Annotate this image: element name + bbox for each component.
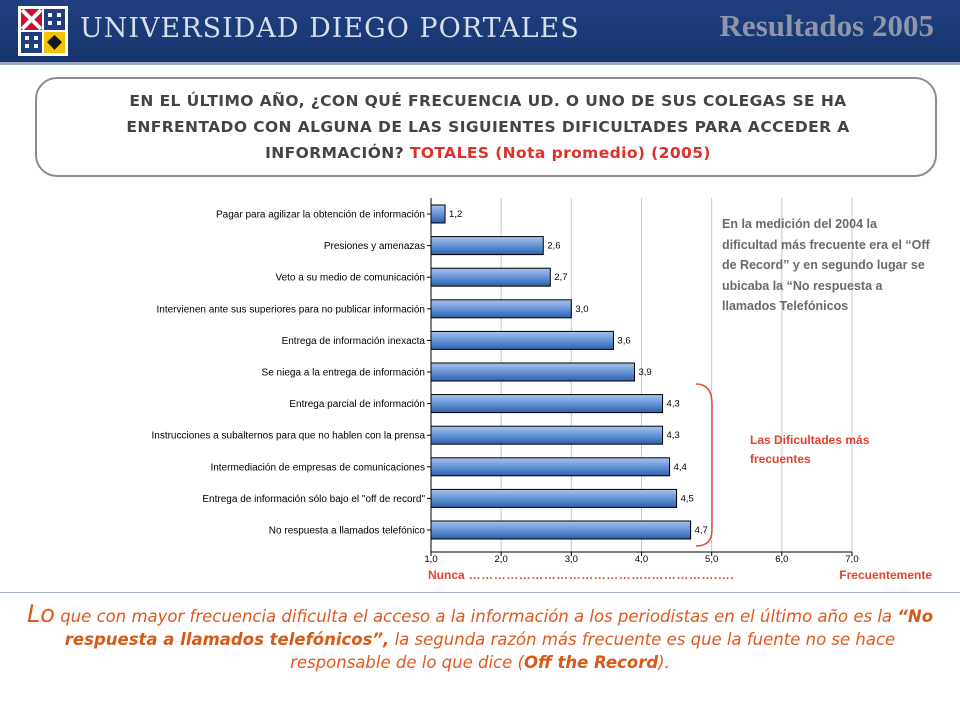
category-label: Entrega de información inexacta [282, 336, 426, 347]
value-label: 3,6 [617, 335, 630, 346]
conclusion-part1: que con mayor frecuencia dificulta el ac… [55, 607, 898, 626]
bar-chart: 1,2 2,6 2,7 3,0 3,6 3,9 4,3 4,3 4,4 4,5 4,7 1,0 2,0… [151, 198, 859, 565]
category-label: Pagar para agilizar la obtención de info… [216, 210, 425, 221]
value-label: 3,0 [575, 304, 588, 315]
conclusion-part3: ). [658, 653, 670, 672]
category-label: No respuesta a llamados telefónico [269, 526, 426, 537]
x-tick-label: 3,0 [565, 554, 578, 565]
bar [430, 267, 551, 287]
conclusion-text: Lo que con mayor frecuencia dificulta el… [20, 600, 940, 674]
divider [0, 592, 960, 593]
category-label: Intermediación de empresas de comunicaci… [210, 462, 425, 473]
conclusion-emphasis-off-record: Off the Record [523, 653, 659, 672]
value-label: 1,2 [449, 209, 462, 220]
x-tick-label: 7,0 [845, 554, 858, 565]
x-tick-label: 1,0 [424, 554, 437, 565]
value-label: 3,9 [638, 367, 651, 378]
note-2004: En la medición del 2004 la dificultad má… [722, 217, 930, 313]
category-label: Entrega de información sólo bajo el "off… [202, 494, 425, 505]
question-box [35, 77, 937, 177]
value-label: 4,3 [667, 430, 680, 441]
conclusion-lead: Lo [26, 600, 55, 628]
frequency-scale: Nunca ……………………………………..…………….…. Frecuente… [428, 568, 932, 582]
results-title: Resultados 2005 [719, 8, 934, 43]
university-name: UNIVERSIDAD DIEGO PORTALES [80, 13, 580, 44]
scale-dots: ……………………………………..…………….…. [468, 568, 735, 582]
value-label: 4,3 [667, 399, 680, 410]
scale-right-label: Frecuentemente [839, 568, 932, 582]
bar [430, 394, 664, 414]
category-label: Intervienen ante sus superiores para no … [157, 304, 426, 315]
bars: 1,2 2,6 2,7 3,0 3,6 3,9 4,3 4,3 4,4 4,5 4,7 [430, 204, 708, 540]
category-label: Entrega parcial de información [289, 399, 425, 410]
question-text: EN EL ÚLTIMO AÑO, ¿CON QUÉ FRECUENCIA UD… [80, 88, 896, 166]
value-label: 4,5 [681, 493, 694, 504]
value-label: 2,6 [547, 241, 560, 252]
bracket-label: Las Dificultades más frecuentes [750, 433, 870, 466]
bar [430, 457, 671, 477]
bar [430, 204, 446, 224]
value-label: 4,7 [695, 525, 708, 536]
category-label: Veto a su medio de comunicación [275, 273, 425, 284]
x-tick-label: 2,0 [495, 554, 508, 565]
question-main: EN EL ÚLTIMO AÑO, ¿CON QUÉ FRECUENCIA UD… [126, 92, 850, 162]
bar [430, 236, 544, 256]
bar [430, 488, 678, 508]
question-highlight: TOTALES (Nota promedio) (2005) [409, 144, 711, 162]
value-label: 2,7 [554, 272, 567, 283]
bar [430, 362, 635, 382]
x-tick-label: 5,0 [705, 554, 718, 565]
header-bar: UNIVERSIDAD DIEGO PORTALES Resultados 20… [0, 0, 960, 65]
scale-left-label: Nunca [428, 568, 465, 582]
x-tick-label: 4,0 [635, 554, 648, 565]
x-tick-label: 6,0 [775, 554, 788, 565]
category-label: Presiones y amenazas [324, 241, 425, 252]
bracket [695, 383, 713, 547]
value-label: 4,4 [674, 462, 687, 473]
bar [430, 425, 664, 445]
bar [430, 330, 614, 350]
bar [430, 299, 572, 319]
conclusion-part2: la segunda razón más frecuente es que la… [290, 630, 896, 672]
university-shield-logo [18, 6, 68, 56]
category-label: Se niega a la entrega de información [262, 368, 425, 379]
axes: 1,0 2,0 3,0 4,0 5,0 6,0 7,0 Pagar para agilizar… [151, 198, 859, 565]
conclusion-emphasis-no-respuesta: “No respuesta a llamados telefónicos”, [64, 607, 934, 649]
category-label: Instrucciones a subalternos para que no … [151, 431, 425, 442]
bar [430, 520, 692, 540]
